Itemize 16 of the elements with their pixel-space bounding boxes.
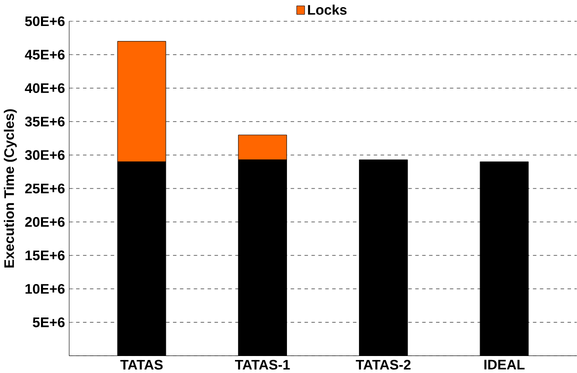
y-tick-label: 40E+6 [24,82,65,93]
y-tick-label: 15E+6 [26,250,65,260]
y-tick-label: 25E+6 [25,183,65,194]
y-tick-label: 45E+6 [24,50,65,60]
y-axis-title: Execution Time (Cycles) [4,109,17,268]
y-tick-label: 5E+6 [32,317,65,327]
y-tick-label: 10E+6 [26,284,65,294]
y-tick-label: 30E+6 [25,150,65,160]
x-tick-label: TATAS-1 [235,360,290,370]
legend-label: Locks [308,4,347,15]
x-tick-label: TATAS [120,360,163,370]
x-tick-label: IDEAL [484,360,525,370]
y-tick-label: 20E+6 [25,216,65,227]
x-tick-label: TATAS-2 [356,360,411,370]
y-tick-label: 35E+6 [25,116,65,126]
y-tick-label: 50E+6 [25,16,65,26]
